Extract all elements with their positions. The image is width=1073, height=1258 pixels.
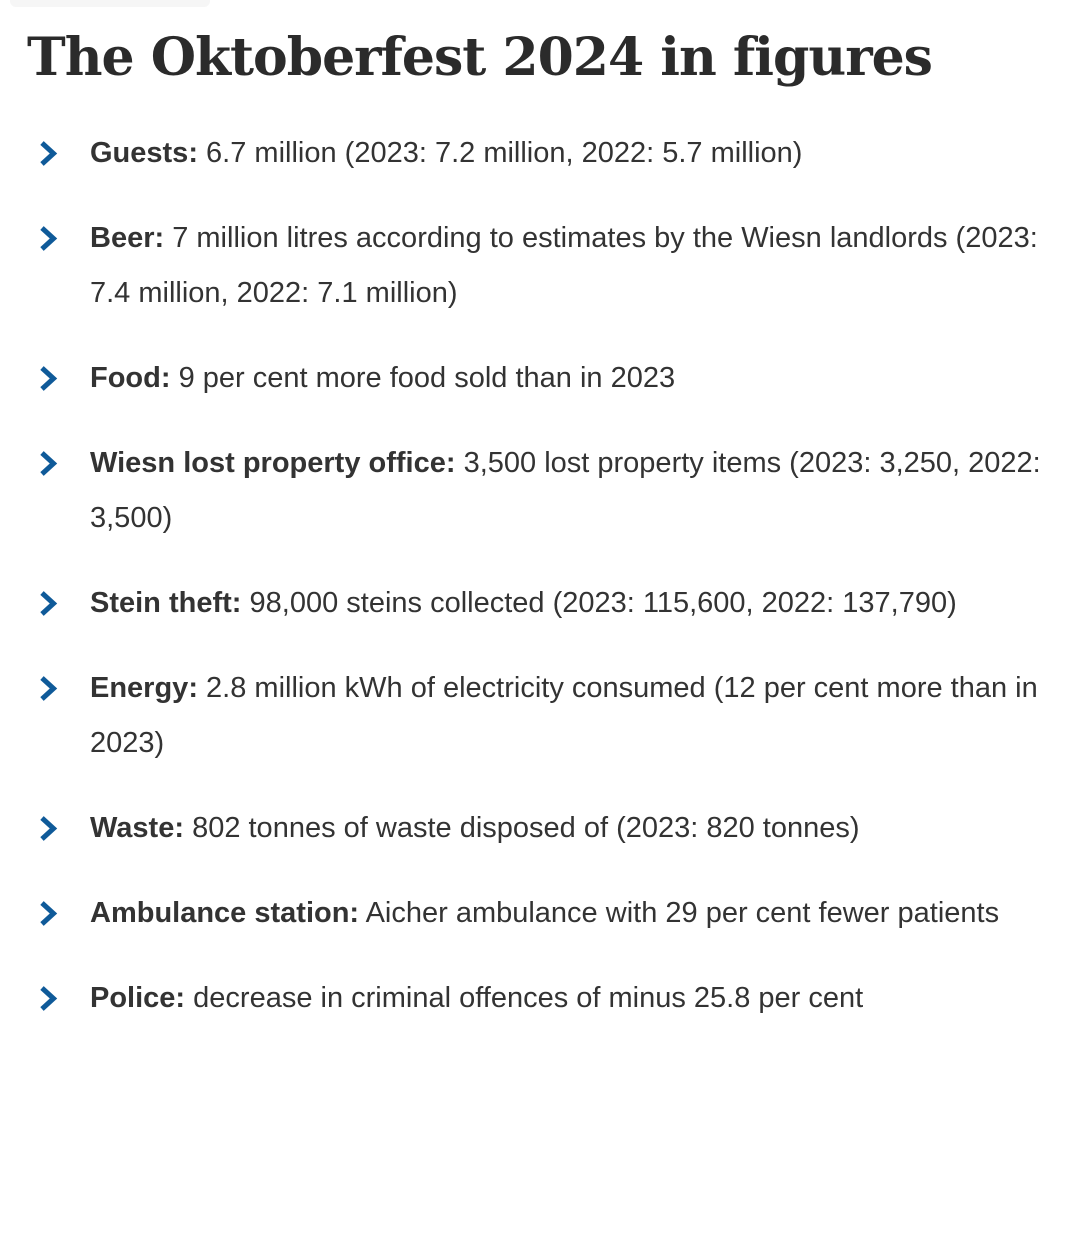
item-label: Food: (90, 362, 171, 394)
item-label: Beer: (90, 222, 165, 254)
item-label: Energy: (90, 672, 198, 704)
item-text: 6.7 million (2023: 7.2 million, 2022: 5.… (206, 137, 803, 169)
item-label: Guests: (90, 137, 198, 169)
item-text: 2.8 million kWh of electricity consumed … (90, 672, 1038, 759)
figures-list: Guests: 6.7 million (2023: 7.2 million, … (0, 126, 1073, 1026)
item-text: 3,500 lost property items (2023: 3,250, … (90, 447, 1041, 534)
list-item: Police: decrease in criminal offences of… (38, 971, 1045, 1026)
list-item: Guests: 6.7 million (2023: 7.2 million, … (38, 126, 1045, 181)
item-text: 9 per cent more food sold than in 2023 (178, 362, 676, 394)
chevron-right-icon (38, 590, 59, 617)
chevron-right-icon (38, 450, 59, 477)
chevron-right-icon (38, 985, 59, 1012)
chevron-right-icon (38, 815, 59, 842)
list-item: Stein theft: 98,000 steins collected (20… (38, 576, 1045, 631)
top-edge-artifact (10, 0, 210, 7)
item-label: Police: (90, 982, 186, 1014)
item-text: Aicher ambulance with 29 per cent fewer … (365, 897, 1000, 929)
list-item: Energy: 2.8 million kWh of electricity c… (38, 661, 1045, 771)
item-text: decrease in criminal offences of minus 2… (193, 982, 864, 1014)
item-text: 7 million litres according to estimates … (90, 222, 1038, 309)
list-item: Waste: 802 tonnes of waste disposed of (… (38, 801, 1045, 856)
item-label: Wiesn lost property office: (90, 447, 456, 479)
list-item: Beer: 7 million litres according to esti… (38, 211, 1045, 321)
item-label: Waste: (90, 812, 184, 844)
list-item: Food: 9 per cent more food sold than in … (38, 351, 1045, 406)
chevron-right-icon (38, 675, 59, 702)
chevron-right-icon (38, 365, 59, 392)
list-item: Ambulance station: Aicher ambulance with… (38, 886, 1045, 941)
list-item: Wiesn lost property office: 3,500 lost p… (38, 436, 1045, 546)
chevron-right-icon (38, 225, 59, 252)
chevron-right-icon (38, 140, 59, 167)
chevron-right-icon (38, 900, 59, 927)
item-text: 802 tonnes of waste disposed of (2023: 8… (192, 812, 860, 844)
page-title: The Oktoberfest 2024 in figures (27, 27, 933, 88)
item-label: Stein theft: (90, 587, 242, 619)
item-label: Ambulance station: (90, 897, 360, 929)
item-text: 98,000 steins collected (2023: 115,600, … (249, 587, 957, 619)
